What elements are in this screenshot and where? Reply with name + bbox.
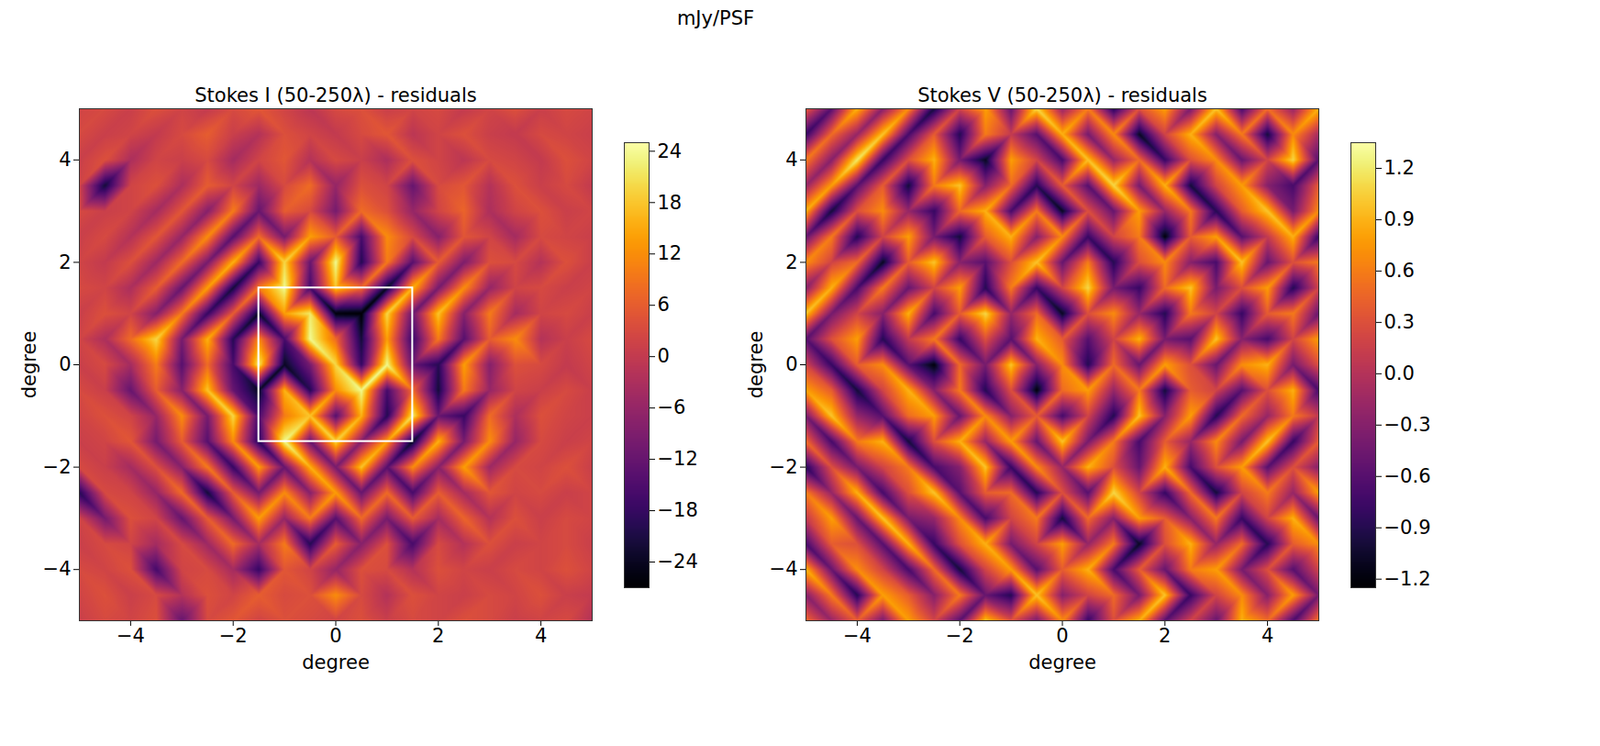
- svg-text:0: 0: [329, 624, 342, 647]
- svg-text:degree: degree: [18, 331, 41, 400]
- svg-text:−4: −4: [116, 624, 145, 647]
- svg-text:−0.6: −0.6: [1384, 465, 1432, 488]
- svg-text:Stokes I (50-250λ) - residuals: Stokes I (50-250λ) - residuals: [194, 84, 478, 107]
- svg-text:−4: −4: [43, 557, 72, 580]
- svg-text:0.3: 0.3: [1384, 311, 1415, 334]
- svg-text:2: 2: [432, 624, 445, 647]
- svg-text:4: 4: [785, 148, 798, 171]
- svg-text:0: 0: [657, 344, 670, 367]
- svg-text:degree: degree: [301, 651, 370, 674]
- svg-text:−0.9: −0.9: [1384, 516, 1432, 539]
- svg-text:0.0: 0.0: [1384, 362, 1415, 385]
- svg-text:2: 2: [1158, 624, 1171, 647]
- svg-text:−1.2: −1.2: [1384, 567, 1432, 590]
- svg-text:18: 18: [657, 191, 683, 214]
- svg-text:12: 12: [657, 242, 683, 265]
- svg-text:24: 24: [657, 140, 683, 163]
- svg-text:0.6: 0.6: [1384, 259, 1415, 282]
- svg-text:1.2: 1.2: [1384, 156, 1415, 179]
- svg-text:−2: −2: [769, 455, 799, 478]
- svg-text:4: 4: [1261, 624, 1274, 647]
- svg-text:2: 2: [58, 251, 71, 274]
- svg-text:0: 0: [785, 353, 798, 376]
- svg-text:0: 0: [1055, 624, 1068, 647]
- svg-text:−4: −4: [769, 557, 799, 580]
- svg-text:−2: −2: [43, 455, 72, 478]
- svg-text:4: 4: [534, 624, 547, 647]
- svg-text:−2: −2: [219, 624, 248, 647]
- svg-text:−4: −4: [843, 624, 872, 647]
- svg-text:−12: −12: [657, 447, 699, 470]
- svg-text:0.9: 0.9: [1384, 208, 1415, 231]
- svg-text:−18: −18: [657, 499, 699, 522]
- svg-text:−2: −2: [945, 624, 975, 647]
- svg-text:0: 0: [58, 353, 71, 376]
- svg-text:degree: degree: [744, 331, 767, 400]
- svg-text:degree: degree: [1028, 651, 1097, 674]
- svg-text:−24: −24: [657, 550, 699, 573]
- svg-text:Stokes V (50-250λ) - residuals: Stokes V (50-250λ) - residuals: [917, 84, 1208, 107]
- svg-text:4: 4: [58, 148, 71, 171]
- svg-text:2: 2: [785, 251, 798, 274]
- html-text:mJy/PSF: mJy/PSF: [676, 7, 755, 30]
- svg-text:6: 6: [657, 293, 670, 316]
- svg-text:−0.3: −0.3: [1384, 413, 1432, 436]
- svg-text:−6: −6: [657, 396, 687, 419]
